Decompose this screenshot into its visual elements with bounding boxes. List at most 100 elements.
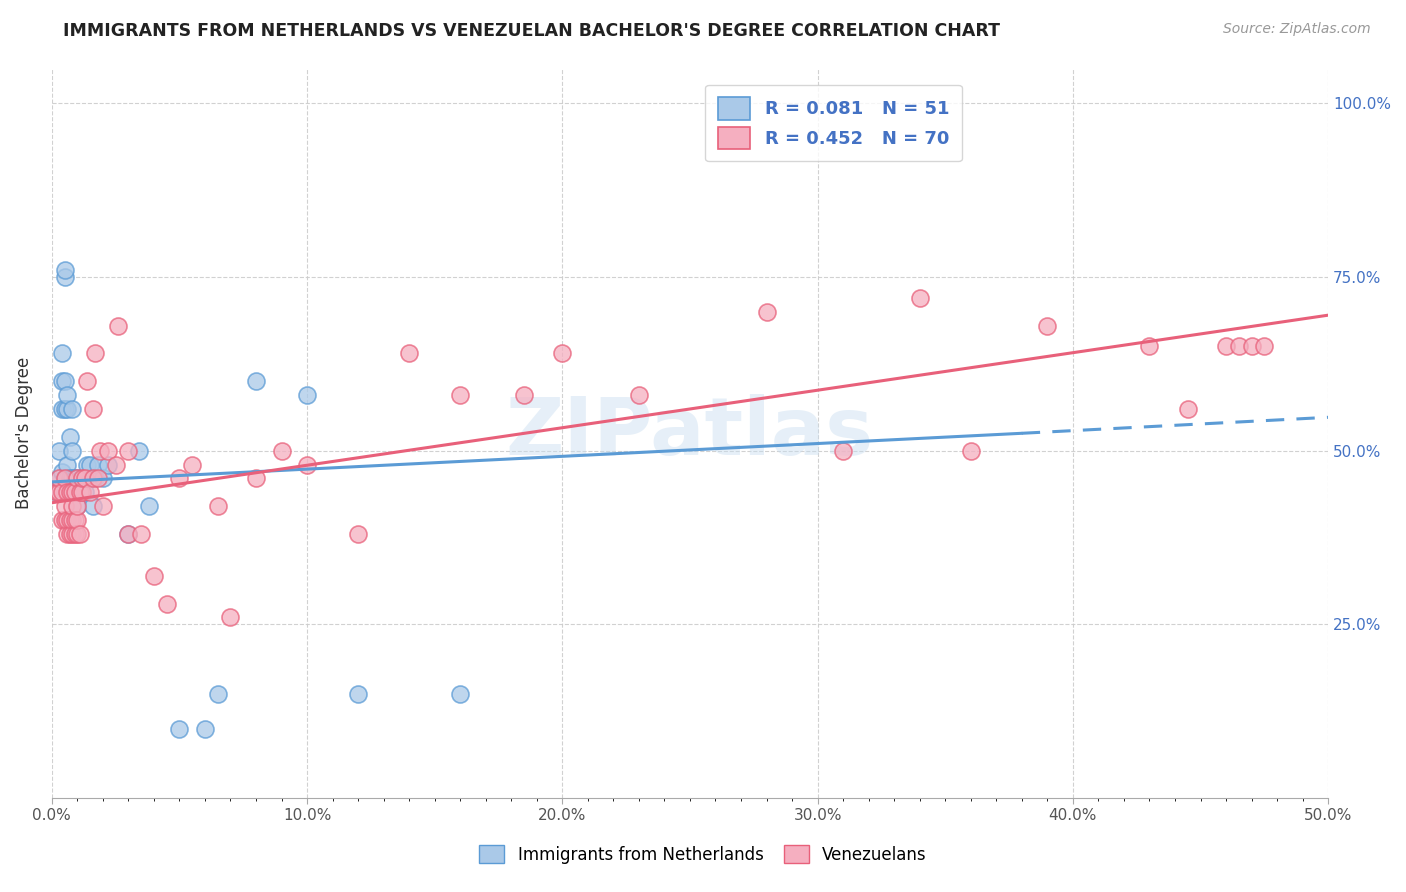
Point [63,527,86,541]
Point [60,471,83,485]
Point [142,568,165,582]
Point [755,304,778,318]
Point [51,465,73,479]
Point [117,443,139,458]
Point [51,513,73,527]
Point [104,458,127,472]
Point [48,443,70,458]
Point [207,687,229,701]
Point [56,458,79,472]
Point [66,500,89,514]
Point [91,500,114,514]
Point [79,485,101,500]
Point [63,471,86,485]
Point [156,597,179,611]
Point [832,443,855,458]
Point [449,687,471,701]
Point [56,388,79,402]
Point [1215,339,1237,353]
Point [60,485,83,500]
Point [128,443,150,458]
Point [59,471,82,485]
Point [295,388,318,402]
Point [53,513,76,527]
Point [84,346,107,360]
Point [72,471,94,485]
Point [45,485,67,500]
Y-axis label: Bachelor's Degree: Bachelor's Degree [15,357,32,509]
Point [169,722,191,736]
Point [56,401,79,416]
Point [48,485,70,500]
Point [73,485,96,500]
Point [79,471,101,485]
Point [66,513,89,527]
Point [72,485,94,500]
Point [82,401,104,416]
Point [449,388,471,402]
Point [1240,339,1263,353]
Point [66,471,89,485]
Point [1036,318,1059,333]
Point [45,485,67,500]
Point [48,471,70,485]
Point [91,471,114,485]
Point [86,458,108,472]
Point [63,485,86,500]
Point [107,318,129,333]
Text: IMMIGRANTS FROM NETHERLANDS VS VENEZUELAN BACHELOR'S DEGREE CORRELATION CHART: IMMIGRANTS FROM NETHERLANDS VS VENEZUELA… [63,22,1000,40]
Point [53,269,76,284]
Point [69,527,91,541]
Point [63,513,86,527]
Point [97,458,120,472]
Point [53,401,76,416]
Point [59,485,82,500]
Point [627,388,650,402]
Point [59,513,82,527]
Point [51,374,73,388]
Point [82,471,104,485]
Point [51,401,73,416]
Point [66,471,89,485]
Point [138,500,160,514]
Point [69,485,91,500]
Point [72,471,94,485]
Point [1177,401,1199,416]
Point [1227,339,1250,353]
Point [53,471,76,485]
Point [56,527,79,541]
Point [207,500,229,514]
Point [295,458,318,472]
Point [53,485,76,500]
Point [48,471,70,485]
Point [60,443,83,458]
Point [551,346,574,360]
Point [270,443,292,458]
Point [66,500,89,514]
Point [66,485,89,500]
Point [347,687,370,701]
Point [79,458,101,472]
Point [513,388,536,402]
Point [398,346,420,360]
Point [60,527,83,541]
Point [347,527,370,541]
Point [56,471,79,485]
Point [63,485,86,500]
Point [60,513,83,527]
Point [129,527,152,541]
Point [59,485,82,500]
Point [59,430,82,444]
Point [53,263,76,277]
Point [97,443,120,458]
Point [76,458,98,472]
Point [82,500,104,514]
Point [59,527,82,541]
Point [245,471,267,485]
Text: ZIPatlas: ZIPatlas [506,394,875,472]
Legend: R = 0.081   N = 51, R = 0.452   N = 70: R = 0.081 N = 51, R = 0.452 N = 70 [704,85,962,161]
Point [51,346,73,360]
Point [60,485,83,500]
Point [1139,339,1161,353]
Point [60,401,83,416]
